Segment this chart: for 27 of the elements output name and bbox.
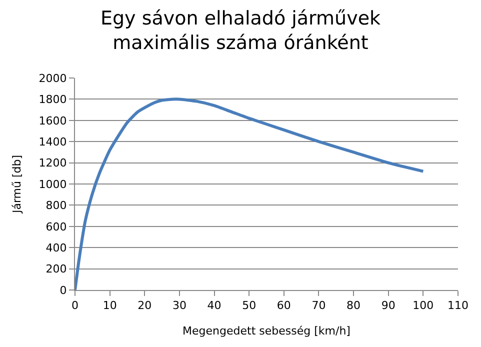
y-tick-label: 200 [46, 262, 67, 276]
x-tick-label: 10 [102, 299, 117, 312]
x-tick-label: 110 [448, 299, 468, 312]
x-tick-label: 70 [312, 299, 326, 312]
y-tick-label: 2000 [38, 72, 67, 85]
x-tick-label: 0 [72, 299, 78, 312]
x-tick-label: 20 [138, 299, 152, 312]
line-series [75, 98, 425, 290]
y-tick-label: 400 [46, 241, 67, 254]
x-tick-label: 40 [207, 299, 222, 312]
y-tick-label: 800 [46, 199, 67, 212]
x-tick-label: 100 [412, 299, 434, 312]
y-tick-label: 1800 [38, 93, 67, 106]
x-tick-label: 80 [346, 299, 361, 312]
x-tick-label: 90 [381, 299, 396, 312]
x-tick-label: 30 [172, 299, 186, 312]
chart-title: Egy sávon elhaladó járművek maximális száma óránként [100, 7, 381, 54]
y-tick-label: 600 [46, 220, 67, 234]
y-tick-label: 1400 [38, 135, 67, 148]
y-tick-label: 1600 [38, 114, 67, 128]
x-tick-label: 50 [242, 299, 256, 312]
y-axis-title: Jármű [db] [10, 154, 24, 214]
y-tick-label: 1000 [38, 178, 67, 191]
y-tick-label: 0 [60, 284, 67, 297]
x-axis-title: Megengedett sebesség [km/h] [182, 324, 350, 338]
x-tick-label: 60 [276, 299, 291, 312]
y-tick-label: 1200 [38, 156, 67, 170]
